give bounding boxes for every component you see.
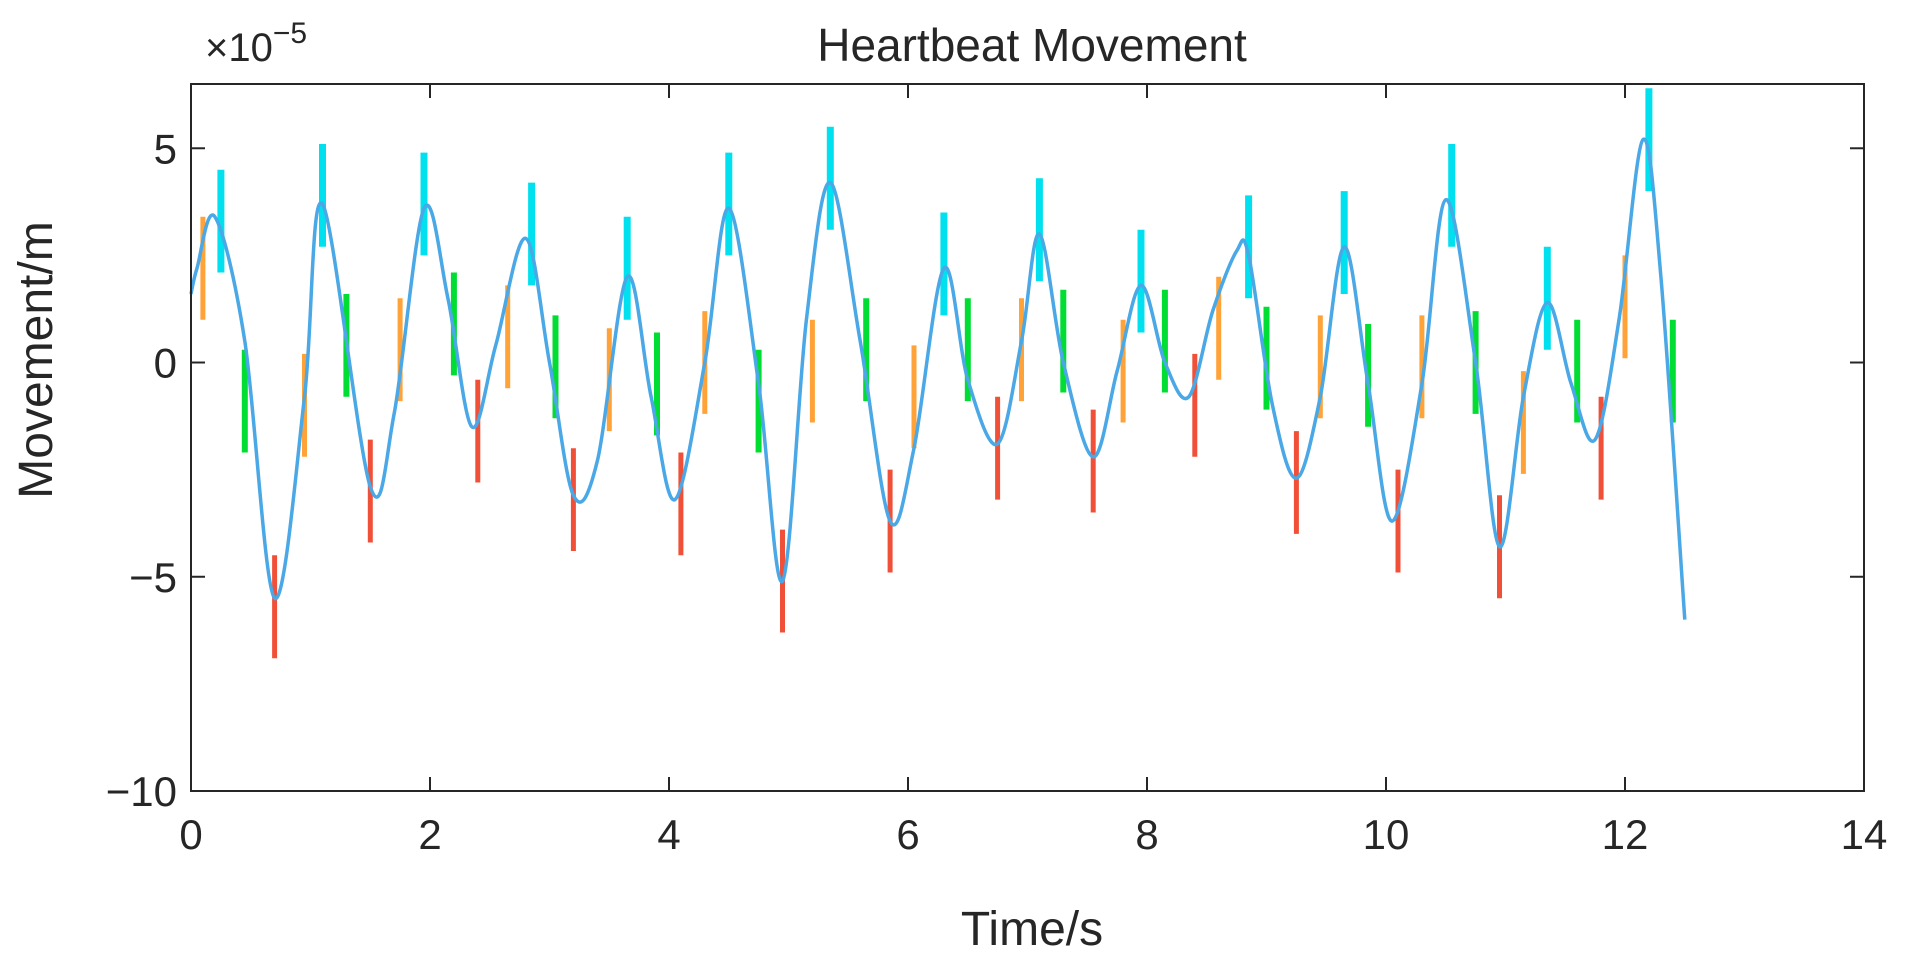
- x-axis: 0 2 4 6 8 10 12 14: [179, 84, 1887, 858]
- y-exponent-base: ×10: [205, 26, 273, 70]
- plot-area: [189, 88, 1687, 659]
- axes-frame: [190, 83, 1865, 792]
- x-tick-label: 6: [896, 811, 919, 858]
- y-exponent-label: ×10−5: [205, 17, 307, 70]
- y-exponent-power: −5: [273, 17, 307, 50]
- y-tick-label: −10: [106, 768, 177, 815]
- x-tick-label: 14: [1841, 811, 1888, 858]
- x-tick-label: 2: [418, 811, 441, 858]
- valley-markers: [272, 353, 1604, 659]
- y-axis-label: Movement/m: [10, 221, 63, 498]
- y-tick-label: 0: [154, 340, 177, 387]
- x-axis-label: Time/s: [961, 903, 1103, 956]
- chart-title: Heartbeat Movement: [817, 19, 1247, 71]
- x-tick-label: 8: [1135, 811, 1158, 858]
- x-tick-label: 4: [657, 811, 680, 858]
- x-tick-label: 10: [1363, 811, 1410, 858]
- y-tick-label: −5: [129, 554, 177, 601]
- y-tick-label: 5: [154, 125, 177, 172]
- series-line-heartbeat: [189, 137, 1687, 620]
- peak-markers: [217, 88, 1653, 350]
- x-tick-label: 0: [179, 811, 202, 858]
- y-axis: −10 −5 0 5: [106, 125, 1864, 815]
- x-tick-label: 12: [1602, 811, 1649, 858]
